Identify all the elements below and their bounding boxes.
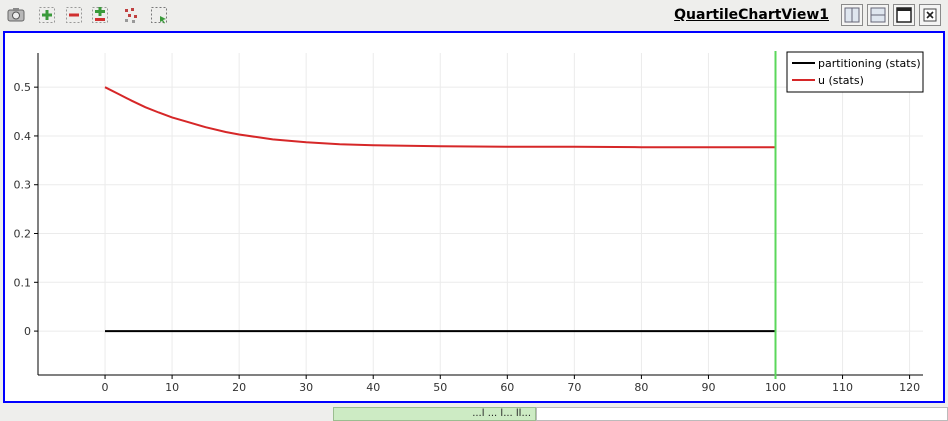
legend-box [786,51,924,93]
y-tick-label: 0.2 [14,228,32,241]
x-tick-label: 20 [232,381,246,394]
split-vertical-icon[interactable] [867,4,889,26]
split-horizontal-icon[interactable] [841,4,863,26]
x-tick-label: 60 [500,381,514,394]
legend-label-partitioning: partitioning (stats) [818,57,921,70]
select-points-icon[interactable] [122,6,140,24]
y-tick-label: 0.1 [14,276,32,289]
x-tick-label: 120 [899,381,920,394]
status-bar: ...l ... l... ll... [0,405,948,421]
y-tick-label: 0.4 [14,130,32,143]
zoom-out-icon[interactable] [65,6,83,24]
series-line-u [104,86,776,149]
y-tick-label: 0 [24,325,31,338]
x-tick-label: 100 [765,381,786,394]
x-tick-label: 90 [701,381,715,394]
x-tick-label: 80 [634,381,648,394]
x-tick-label: 70 [567,381,581,394]
y-tick-label: 0.3 [14,179,32,192]
x-tick-label: 40 [366,381,380,394]
chart-view-frame[interactable]: 0 10 20 30 40 50 60 70 80 90 100 110 120 0 0.1 0.2 0.3 0.… [3,31,945,403]
x-tick-label: 10 [165,381,179,394]
close-icon[interactable] [919,4,941,26]
view-toolbar: QuartileChartView1 [0,0,948,31]
zoom-in-icon[interactable] [38,6,56,24]
x-tick-label: 110 [832,381,853,394]
x-tick-label: 0 [102,381,109,394]
select-box-icon[interactable] [150,6,168,24]
maximize-icon[interactable] [893,4,915,26]
camera-icon[interactable] [7,6,25,24]
zoom-to-box-icon[interactable] [91,6,109,24]
x-tick-label: 50 [433,381,447,394]
quartile-chart: 0 10 20 30 40 50 60 70 80 90 100 110 120 0 0.1 0.2 0.3 0.… [14,51,924,394]
y-tick-label: 0.5 [14,81,32,94]
view-title[interactable]: QuartileChartView1 [674,7,829,23]
legend-label-u: u (stats) [818,74,864,87]
x-tick-label: 30 [299,381,313,394]
